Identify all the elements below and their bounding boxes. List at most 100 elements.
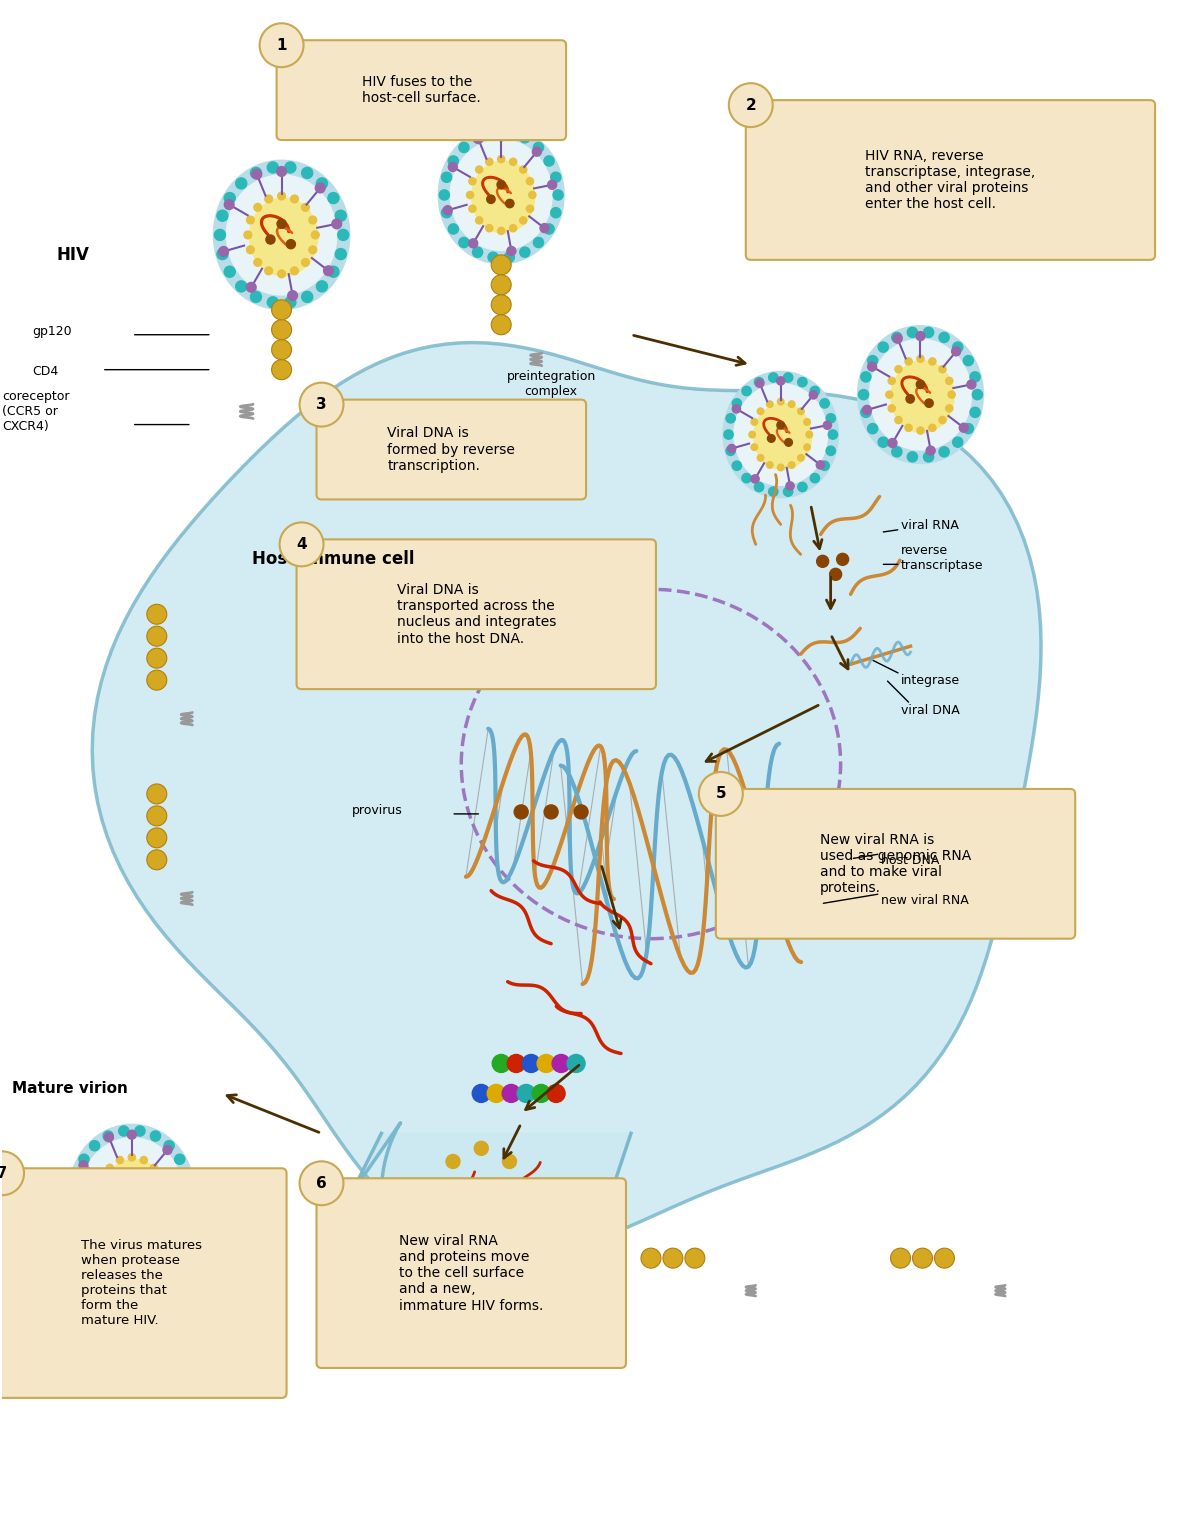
Circle shape (804, 444, 810, 451)
Circle shape (868, 362, 877, 371)
Circle shape (473, 1084, 491, 1102)
Circle shape (917, 380, 925, 389)
Circle shape (72, 1170, 83, 1181)
Circle shape (246, 217, 254, 224)
Circle shape (79, 1154, 89, 1164)
Circle shape (128, 1154, 136, 1161)
Circle shape (798, 454, 804, 462)
Text: Host immune cell: Host immune cell (252, 550, 414, 568)
Circle shape (888, 377, 895, 385)
Circle shape (916, 332, 925, 341)
Circle shape (520, 247, 530, 257)
Circle shape (164, 1235, 174, 1246)
Circle shape (246, 245, 254, 254)
Circle shape (446, 1155, 460, 1169)
Circle shape (251, 291, 262, 303)
Circle shape (103, 1246, 113, 1255)
Circle shape (970, 372, 980, 382)
Circle shape (964, 356, 973, 366)
Circle shape (527, 204, 534, 212)
Ellipse shape (80, 1139, 182, 1249)
Circle shape (316, 183, 325, 192)
Circle shape (742, 474, 751, 483)
Circle shape (140, 1223, 148, 1229)
Circle shape (467, 191, 474, 198)
Circle shape (290, 195, 299, 203)
Circle shape (497, 132, 505, 141)
Circle shape (181, 1170, 192, 1181)
Circle shape (138, 1245, 146, 1254)
Circle shape (755, 483, 763, 492)
Circle shape (917, 427, 924, 435)
Circle shape (778, 398, 784, 404)
Text: 4: 4 (296, 537, 307, 553)
Circle shape (175, 1222, 185, 1232)
Circle shape (952, 347, 961, 356)
Circle shape (335, 210, 347, 221)
Circle shape (816, 460, 824, 469)
Circle shape (798, 483, 808, 492)
Circle shape (157, 1176, 164, 1182)
Circle shape (751, 444, 757, 451)
Circle shape (492, 1054, 510, 1072)
Circle shape (940, 333, 949, 342)
Circle shape (458, 238, 469, 248)
Circle shape (522, 1054, 540, 1072)
Circle shape (487, 195, 496, 203)
Ellipse shape (250, 198, 318, 276)
Circle shape (826, 413, 835, 422)
Circle shape (863, 406, 871, 415)
Text: Viral DNA is
transported across the
nucleus and integrates
into the host DNA.: Viral DNA is transported across the nucl… (396, 583, 556, 645)
Circle shape (90, 1140, 100, 1151)
Circle shape (544, 156, 554, 167)
Circle shape (788, 401, 794, 407)
Circle shape (332, 220, 342, 229)
Circle shape (271, 300, 292, 319)
Circle shape (140, 1157, 148, 1164)
Circle shape (912, 1248, 932, 1269)
Circle shape (74, 1204, 83, 1213)
Circle shape (784, 488, 793, 497)
Circle shape (184, 1188, 194, 1199)
Circle shape (532, 1084, 550, 1102)
Text: host DNA: host DNA (881, 854, 938, 868)
Ellipse shape (892, 360, 954, 433)
Circle shape (798, 407, 804, 415)
Circle shape (486, 224, 493, 232)
Circle shape (254, 203, 262, 212)
Circle shape (458, 142, 469, 153)
Circle shape (892, 447, 902, 457)
Ellipse shape (870, 339, 971, 450)
Circle shape (925, 400, 934, 407)
Circle shape (127, 1179, 136, 1187)
Ellipse shape (438, 126, 564, 263)
Circle shape (860, 372, 871, 382)
Circle shape (892, 333, 902, 342)
Circle shape (574, 805, 588, 819)
Circle shape (497, 180, 505, 189)
Circle shape (181, 1205, 192, 1216)
Circle shape (469, 204, 476, 212)
Circle shape (547, 180, 557, 189)
Circle shape (146, 671, 167, 690)
Circle shape (246, 283, 256, 292)
Circle shape (498, 227, 505, 235)
Circle shape (491, 254, 511, 276)
Ellipse shape (734, 383, 827, 486)
Circle shape (778, 465, 784, 471)
Circle shape (820, 398, 829, 409)
Circle shape (917, 356, 924, 362)
Circle shape (335, 248, 347, 259)
Circle shape (768, 435, 775, 442)
Circle shape (698, 772, 743, 816)
Circle shape (553, 189, 563, 200)
Circle shape (254, 259, 262, 266)
Circle shape (786, 481, 794, 491)
Circle shape (473, 133, 482, 142)
Circle shape (769, 488, 778, 497)
Circle shape (520, 167, 527, 173)
Text: viral RNA: viral RNA (900, 519, 959, 533)
Circle shape (150, 1131, 161, 1142)
Circle shape (641, 1248, 661, 1269)
Text: Viral DNA is
formed by reverse
transcription.: Viral DNA is formed by reverse transcrip… (388, 427, 515, 472)
